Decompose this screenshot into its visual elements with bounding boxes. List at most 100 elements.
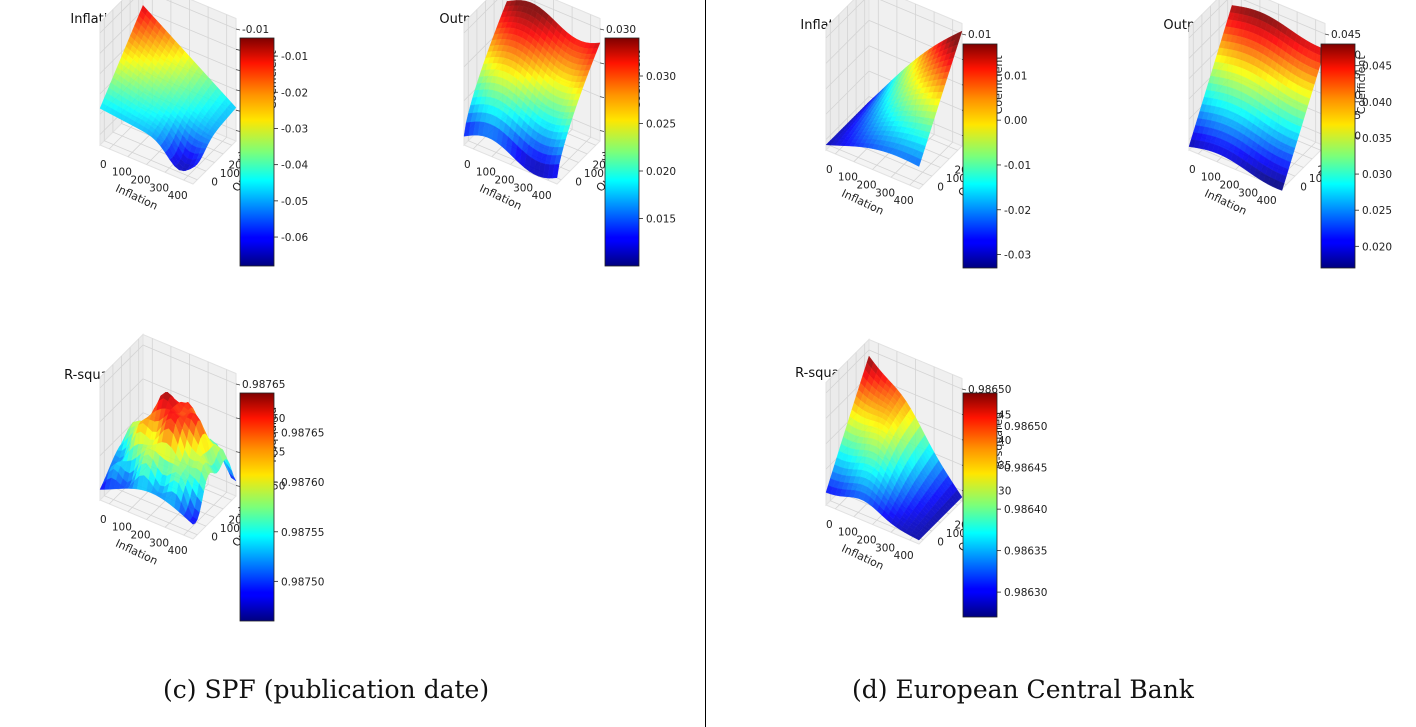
x-tick-label: 100 — [1201, 172, 1221, 184]
colorbar-tick-label: 0.98630 — [1004, 587, 1047, 599]
x-tick-label: 100 — [112, 522, 132, 534]
colorbar-tick-label: 0.045 — [1362, 61, 1392, 73]
x-tick-label: 400 — [894, 195, 914, 207]
colorbar-tick-label: 0.015 — [646, 214, 676, 226]
z-tick-mark — [235, 48, 241, 51]
grid-line — [99, 0, 237, 34]
colorbar-tick-label: 0.025 — [1362, 205, 1392, 217]
x-tick-label: 200 — [856, 180, 876, 192]
grid-line — [99, 378, 237, 423]
y-tick-label: 0 — [1300, 182, 1307, 194]
z-tick-mark — [235, 451, 241, 454]
x-tick-label: 100 — [838, 527, 858, 539]
colorbar-tick-label: 0.98645 — [1004, 463, 1047, 475]
grid-line — [99, 344, 237, 389]
x-tick-label: 0 — [826, 164, 833, 176]
colorbar-tick-label: -0.06 — [281, 232, 308, 244]
y-tick-label: 100 — [946, 173, 966, 185]
grid-line — [183, 14, 228, 181]
surface — [825, 30, 963, 167]
x-tick-label: 400 — [532, 190, 552, 202]
grid-line — [103, 18, 198, 181]
grid-line — [825, 349, 963, 394]
colorbar-tick-label: 0.030 — [1362, 169, 1392, 181]
grid-line — [829, 378, 924, 541]
x-tick-label: 0 — [826, 519, 833, 531]
y-tick-label: 100 — [584, 168, 604, 180]
x-tick-label: 100 — [476, 167, 496, 179]
surface — [99, 391, 237, 525]
x-tick-label: 200 — [130, 530, 150, 542]
colorbar-tick-label: -0.03 — [1004, 250, 1031, 262]
surface-cell — [914, 535, 922, 541]
z-tick-label: 0.98765 — [242, 379, 285, 391]
caption-right: (d) European Central Bank — [852, 675, 1194, 704]
colorbar — [604, 37, 640, 267]
x-tick-label: 100 — [112, 167, 132, 179]
grid-line — [463, 0, 601, 34]
grid-line — [103, 373, 198, 536]
z-tick-mark — [961, 33, 967, 36]
surface-cell — [187, 519, 196, 525]
surface — [825, 355, 963, 541]
y-tick-label: 0 — [575, 177, 582, 189]
x-tick-label: 200 — [856, 535, 876, 547]
x-tick-label: 0 — [1189, 164, 1196, 176]
x-tick-label: 400 — [168, 545, 188, 557]
grid-line — [825, 19, 963, 64]
z-tick-mark — [1324, 33, 1330, 36]
grid-line — [1188, 0, 1326, 39]
colorbar — [962, 392, 998, 618]
x-tick-label: 300 — [875, 187, 895, 199]
y-tick-label: 100 — [946, 528, 966, 540]
plot-3: R-squared0100200300400Inflation010020030… — [64, 333, 324, 622]
surface — [1188, 5, 1326, 191]
surface — [99, 4, 237, 172]
x-tick-label: 0 — [100, 159, 107, 171]
z-tick-mark — [235, 383, 241, 386]
plot-1: Inflation0100200300400Inflation010020030… — [70, 0, 308, 267]
colorbar — [239, 392, 275, 622]
colorbar-tick-label: 0.98640 — [1004, 504, 1047, 516]
plot-2: Output0100200300400Inflation010020030040… — [439, 0, 676, 267]
colorbar-tick-label: -0.01 — [281, 51, 308, 63]
surface-cell — [188, 165, 196, 170]
z-tick-mark — [235, 69, 241, 71]
colorbar-tick-label: 0.98750 — [281, 576, 324, 588]
y-tick-label: 0 — [937, 182, 944, 194]
grid-line — [829, 23, 924, 186]
caption-left: (c) SPF (publication date) — [163, 675, 490, 704]
z-tick-mark — [961, 388, 967, 391]
colorbar-tick-label: 0.020 — [646, 166, 676, 178]
surface-cell — [1277, 181, 1285, 191]
x-tick-label: 0 — [464, 159, 471, 171]
colorbar-tick-label: 0.020 — [1362, 241, 1392, 253]
x-tick-label: 400 — [1257, 195, 1277, 207]
x-tick-label: 400 — [894, 550, 914, 562]
y-tick-label: 0 — [937, 537, 944, 549]
z-tick-mark — [235, 130, 241, 132]
colorbar-tick-label: -0.03 — [281, 123, 308, 135]
surface — [463, 0, 601, 179]
plot-5: Output0100200300400Inflation010020030040… — [1163, 0, 1392, 269]
x-tick-label: 200 — [130, 175, 150, 187]
colorbar-tick-label: 0.035 — [1362, 133, 1392, 145]
colorbar-tick-label: 0.00 — [1004, 115, 1027, 127]
colorbar-tick-label: -0.01 — [1004, 160, 1031, 172]
colorbar — [239, 37, 275, 267]
x-tick-label: 300 — [149, 182, 169, 194]
z-tick-label: 0.01 — [968, 29, 991, 41]
colorbar-tick-label: 0.030 — [646, 71, 676, 83]
z-tick-mark — [599, 96, 605, 99]
z-tick-mark — [235, 417, 241, 420]
y-tick-label: 100 — [220, 523, 240, 535]
colorbar-tick-label: 0.01 — [1004, 70, 1027, 82]
plot-4: Inflation0100200300400Inflation010020030… — [800, 0, 1031, 269]
colorbar-tick-label: 0.98755 — [281, 527, 324, 539]
colorbar-tick-label: -0.02 — [1004, 205, 1031, 217]
colorbar-tick-label: 0.98635 — [1004, 546, 1047, 558]
colorbar — [962, 43, 998, 269]
x-tick-label: 200 — [494, 175, 514, 187]
x-tick-label: 400 — [168, 190, 188, 202]
y-tick-label: 0 — [211, 532, 218, 544]
